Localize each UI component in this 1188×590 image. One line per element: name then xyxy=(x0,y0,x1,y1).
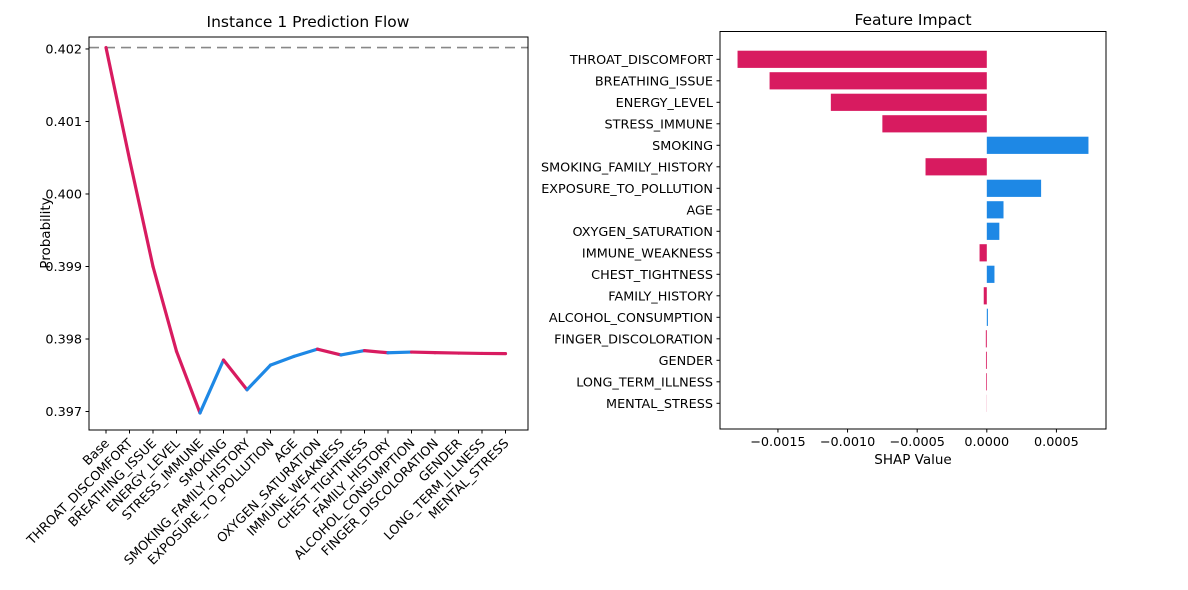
impact-y-tick-label: STRESS_IMMUNE xyxy=(605,117,713,132)
impact-bar xyxy=(983,287,987,305)
flow-line-segment xyxy=(221,358,249,392)
impact-x-axis-label: SHAP Value xyxy=(874,452,951,468)
impact-x-ticks: −0.0015 −0.0010 −0.0005 0.0000 0.0005 xyxy=(750,429,1079,450)
impact-x-tick-label: −0.0015 xyxy=(750,435,806,450)
impact-x-tick-label: 0.0005 xyxy=(1034,435,1079,450)
flow-y-tick-label: 0.399 xyxy=(45,260,82,275)
impact-bar xyxy=(986,222,1000,240)
impact-y-tick-label: FINGER_DISCOLORATION xyxy=(554,332,713,347)
impact-bar xyxy=(986,179,1042,197)
impact-bar xyxy=(925,158,987,176)
impact-y-tick-label: GENDER xyxy=(659,354,714,369)
impact-y-tick-label: EXPOSURE_TO_POLLUTION xyxy=(541,182,713,197)
flow-line-segment xyxy=(104,45,132,161)
flow-line-segment xyxy=(174,349,202,415)
impact-y-tick-label: SMOKING_FAMILY_HISTORY xyxy=(541,160,713,175)
impact-y-ticks: THROAT_DISCOMFORT BREATHING_ISSUE ENERGY_L… xyxy=(541,53,720,412)
flow-line-segment xyxy=(151,264,179,353)
flow-line-segment xyxy=(386,350,414,355)
flow-y-axis-label: Probability xyxy=(38,197,54,268)
impact-x-tick-label: −0.0010 xyxy=(820,435,876,450)
flow-y-tick-label: 0.402 xyxy=(45,42,82,57)
flow-line-segment xyxy=(127,157,155,269)
flow-chart-title: Instance 1 Prediction Flow xyxy=(207,13,410,31)
impact-x-tick-label: −0.0005 xyxy=(889,435,945,450)
impact-chart-title: Feature Impact xyxy=(854,11,971,29)
flow-line-segment xyxy=(292,347,320,359)
impact-y-tick-label: MENTAL_STRESS xyxy=(606,397,713,412)
impact-y-tick-label: THROAT_DISCOMFORT xyxy=(569,53,713,68)
impact-y-tick-label: ALCOHOL_CONSUMPTION xyxy=(549,311,713,326)
flow-line-segment xyxy=(362,349,390,355)
flow-line-segment xyxy=(409,350,437,355)
impact-bar xyxy=(985,330,987,348)
impact-y-tick-label: LONG_TERM_ILLNESS xyxy=(576,375,713,390)
impact-bar xyxy=(830,93,987,111)
impact-bar xyxy=(985,351,987,369)
impact-bars-group xyxy=(737,50,1089,412)
flow-y-tick-label: 0.400 xyxy=(45,187,82,202)
impact-x-tick-label: 0.0000 xyxy=(964,435,1009,450)
flow-y-tick-label: 0.401 xyxy=(45,115,82,130)
impact-y-tick-label: OXYGEN_SATURATION xyxy=(573,225,713,240)
impact-y-tick-label: AGE xyxy=(686,203,713,218)
flow-y-ticks: 0.397 0.398 0.399 0.400 0.401 0.402 xyxy=(45,42,89,420)
impact-bar xyxy=(986,136,1089,154)
flow-line-segment xyxy=(315,347,343,357)
flow-line-segment xyxy=(198,358,226,415)
impact-plot-border xyxy=(719,31,1107,430)
impact-y-tick-label: FAMILY_HISTORY xyxy=(608,289,713,304)
flow-line-segment xyxy=(339,349,367,357)
flow-y-tick-label: 0.398 xyxy=(45,333,82,348)
flow-y-tick-label: 0.397 xyxy=(45,405,82,420)
flow-line-segment xyxy=(268,354,296,367)
impact-y-tick-label: BREATHING_ISSUE xyxy=(595,74,713,89)
impact-y-tick-label: SMOKING xyxy=(652,139,713,154)
impact-bar xyxy=(769,72,987,90)
impact-bar xyxy=(986,308,988,326)
impact-bar xyxy=(979,244,987,262)
flow-plot-border xyxy=(88,36,529,431)
impact-bar xyxy=(882,115,987,133)
impact-bar xyxy=(737,50,987,68)
impact-y-tick-label: CHEST_TIGHTNESS xyxy=(591,268,713,283)
impact-y-tick-label: IMMUNE_WEAKNESS xyxy=(582,246,713,261)
flow-line-group xyxy=(104,45,508,415)
flow-line-segment xyxy=(245,363,273,392)
impact-bar xyxy=(986,201,1004,219)
impact-bar xyxy=(986,373,987,391)
impact-y-tick-label: ENERGY_LEVEL xyxy=(616,96,714,111)
impact-bar xyxy=(986,265,995,283)
flow-x-ticks: BaseTHROAT_DISCOMFORTBREATHING_ISSUEENER… xyxy=(24,430,512,568)
